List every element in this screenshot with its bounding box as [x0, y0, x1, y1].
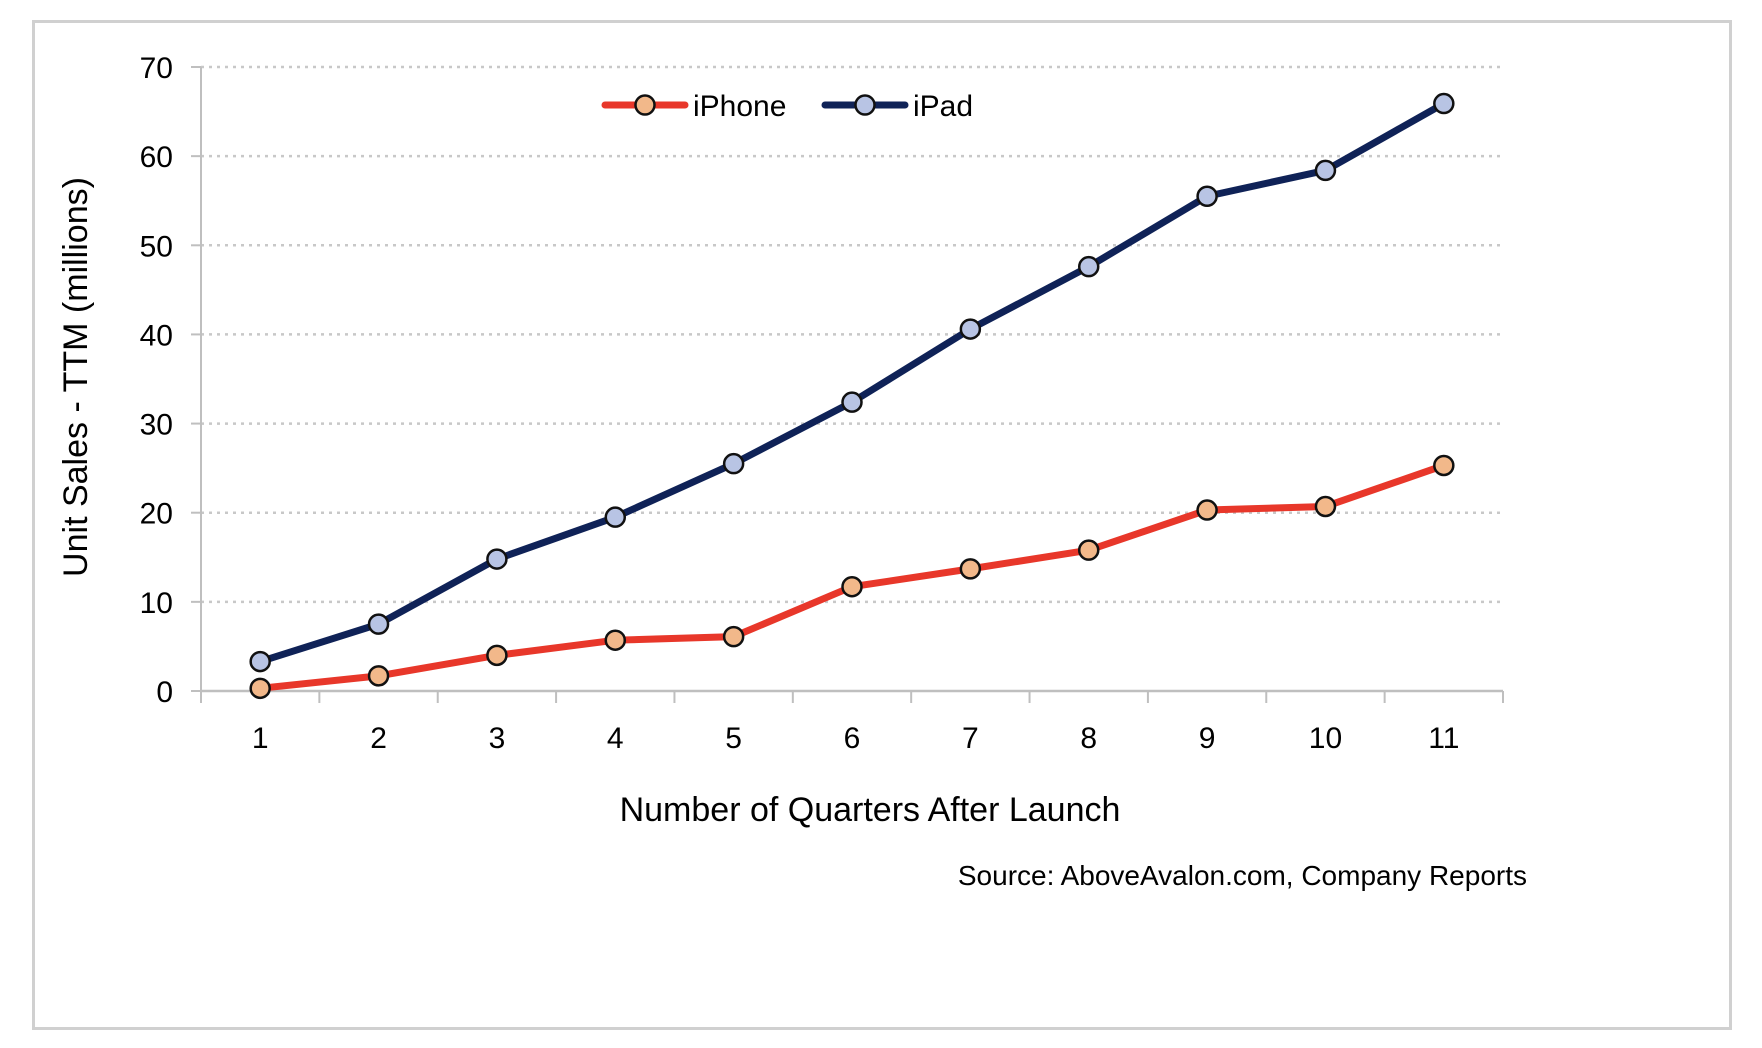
- data-point-iphone: [604, 629, 627, 651]
- data-point-iphone: [1196, 499, 1218, 521]
- data-point-iphone: [1433, 454, 1455, 477]
- data-point-iphone: [249, 677, 271, 700]
- x-tick-label: 10: [1309, 722, 1342, 755]
- source-note: Source: AboveAvalon.com, Company Reports: [958, 860, 1527, 891]
- data-point-iphone: [722, 625, 745, 648]
- axes: [191, 66, 1504, 703]
- data-point-ipad: [722, 452, 745, 475]
- y-tick-label: 20: [140, 498, 173, 531]
- y-tick-label: 10: [140, 587, 173, 620]
- x-tick-labels: 1 2 3 4 5 6 7 8 9 10 11: [252, 722, 1460, 755]
- data-point-ipad: [1077, 255, 1100, 278]
- y-axis-label: Unit Sales - TTM (millions): [57, 177, 95, 577]
- data-point-ipad: [367, 613, 390, 635]
- gridlines: [201, 65, 1503, 604]
- x-tick-label: 4: [607, 722, 624, 755]
- data-point-ipad: [249, 650, 271, 673]
- data-point-ipad: [959, 318, 982, 340]
- y-tick-label: 30: [140, 409, 173, 442]
- y-tick-label: 50: [140, 230, 173, 263]
- data-point-iphone: [841, 575, 863, 598]
- legend-label-iphone: iPhone: [693, 90, 786, 123]
- data-point-iphone: [959, 558, 982, 580]
- y-tick-label: 0: [156, 676, 173, 709]
- series-group: [249, 92, 1455, 700]
- chart-frame: 0 10 20 30 40 50 60 70 1 2 3 4 5 6 7 8 9 10 11 iPhone iPad…: [32, 20, 1732, 1030]
- data-point-ipad: [486, 548, 508, 570]
- x-tick-label: 1: [252, 722, 269, 755]
- data-point-iphone: [1077, 539, 1100, 561]
- x-tick-label: 11: [1428, 722, 1459, 755]
- x-tick-label: 6: [844, 722, 861, 755]
- legend: iPhone iPad: [601, 90, 973, 123]
- legend-marker-iphone: [634, 94, 656, 116]
- y-tick-label: 70: [140, 52, 173, 85]
- legend-marker-ipad: [854, 94, 876, 116]
- x-tick-label: 8: [1080, 722, 1097, 755]
- x-tick-label: 7: [962, 722, 979, 755]
- data-point-ipad: [604, 506, 627, 528]
- x-tick-label: 2: [370, 722, 387, 755]
- data-point-ipad: [1433, 92, 1455, 115]
- y-tick-label: 40: [140, 319, 173, 352]
- y-tick-label: 60: [140, 141, 173, 174]
- x-tick-label: 3: [489, 722, 506, 755]
- data-point-iphone: [1314, 495, 1337, 518]
- x-tick-label: 9: [1199, 722, 1216, 755]
- line-chart: 0 10 20 30 40 50 60 70 1 2 3 4 5 6 7 8 9 10 11 iPhone iPad…: [57, 52, 1527, 891]
- data-point-ipad: [1196, 185, 1218, 208]
- y-tick-labels: 0 10 20 30 40 50 60 70: [140, 52, 173, 709]
- data-point-iphone: [486, 644, 508, 667]
- data-point-ipad: [841, 391, 863, 413]
- x-tick-label: 5: [725, 722, 742, 755]
- data-point-iphone: [367, 665, 390, 687]
- data-point-ipad: [1314, 159, 1337, 182]
- x-axis-label: Number of Quarters After Launch: [620, 791, 1121, 829]
- legend-label-ipad: iPad: [913, 90, 973, 123]
